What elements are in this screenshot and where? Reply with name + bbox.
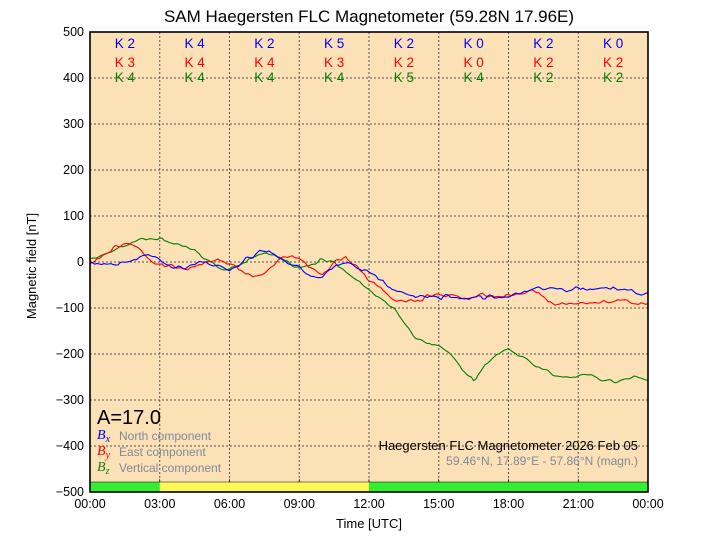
svg-text:SAM Haegersten FLC Magnetomete: SAM Haegersten FLC Magnetometer (59.28N … (164, 7, 574, 26)
svg-text:00:00: 00:00 (74, 497, 105, 511)
svg-text:15:00: 15:00 (423, 497, 454, 511)
svg-text:0: 0 (77, 255, 84, 269)
svg-text:−400: −400 (56, 439, 84, 453)
svg-text:500: 500 (63, 25, 84, 39)
svg-text:K 4: K 4 (463, 70, 484, 85)
svg-text:K 4: K 4 (184, 55, 205, 70)
svg-text:00:00: 00:00 (632, 497, 663, 511)
svg-text:K 3: K 3 (115, 55, 135, 70)
svg-text:−200: −200 (56, 347, 84, 361)
svg-text:K 0: K 0 (463, 55, 483, 70)
svg-text:K 5: K 5 (394, 70, 414, 85)
svg-text:400: 400 (63, 71, 84, 85)
svg-text:Magnetic field [nT]: Magnetic field [nT] (24, 213, 39, 319)
svg-text:09:00: 09:00 (284, 497, 315, 511)
svg-text:A=17.0: A=17.0 (97, 407, 161, 429)
svg-text:K 2: K 2 (533, 55, 553, 70)
svg-text:K 4: K 4 (115, 70, 136, 85)
svg-text:K 4: K 4 (184, 70, 205, 85)
svg-text:K 2: K 2 (603, 70, 623, 85)
svg-text:K 4: K 4 (324, 70, 345, 85)
svg-text:K 2: K 2 (533, 36, 553, 51)
svg-text:North component: North component (119, 429, 212, 443)
svg-text:K 0: K 0 (463, 36, 483, 51)
svg-text:K 3: K 3 (324, 55, 344, 70)
svg-text:K 0: K 0 (603, 36, 623, 51)
svg-text:18:00: 18:00 (493, 497, 524, 511)
svg-text:K 2: K 2 (603, 55, 623, 70)
svg-text:200: 200 (63, 163, 84, 177)
svg-text:K 4: K 4 (254, 70, 275, 85)
svg-text:59.46°N, 17.89°E - 57.86°N (ma: 59.46°N, 17.89°E - 57.86°N (magn.) (446, 454, 638, 468)
svg-text:K 5: K 5 (324, 36, 344, 51)
svg-text:K 2: K 2 (533, 70, 553, 85)
svg-text:K 2: K 2 (115, 36, 135, 51)
svg-text:K 2: K 2 (394, 55, 414, 70)
svg-text:100: 100 (63, 209, 84, 223)
svg-text:03:00: 03:00 (144, 497, 175, 511)
svg-text:K 4: K 4 (184, 36, 205, 51)
svg-text:−300: −300 (56, 393, 84, 407)
svg-text:K 2: K 2 (394, 36, 414, 51)
svg-text:K 2: K 2 (254, 36, 274, 51)
svg-text:06:00: 06:00 (214, 497, 245, 511)
svg-text:300: 300 (63, 117, 84, 131)
svg-text:Haegersten FLC Magnetometer 20: Haegersten FLC Magnetometer 2026 Feb 05 (379, 438, 638, 453)
svg-text:12:00: 12:00 (353, 497, 384, 511)
svg-text:Vertical component: Vertical component (119, 461, 222, 475)
svg-text:21:00: 21:00 (563, 497, 594, 511)
svg-text:Time [UTC]: Time [UTC] (336, 516, 402, 531)
svg-text:−100: −100 (56, 301, 84, 315)
svg-text:East component: East component (119, 445, 206, 459)
svg-text:K 4: K 4 (254, 55, 275, 70)
